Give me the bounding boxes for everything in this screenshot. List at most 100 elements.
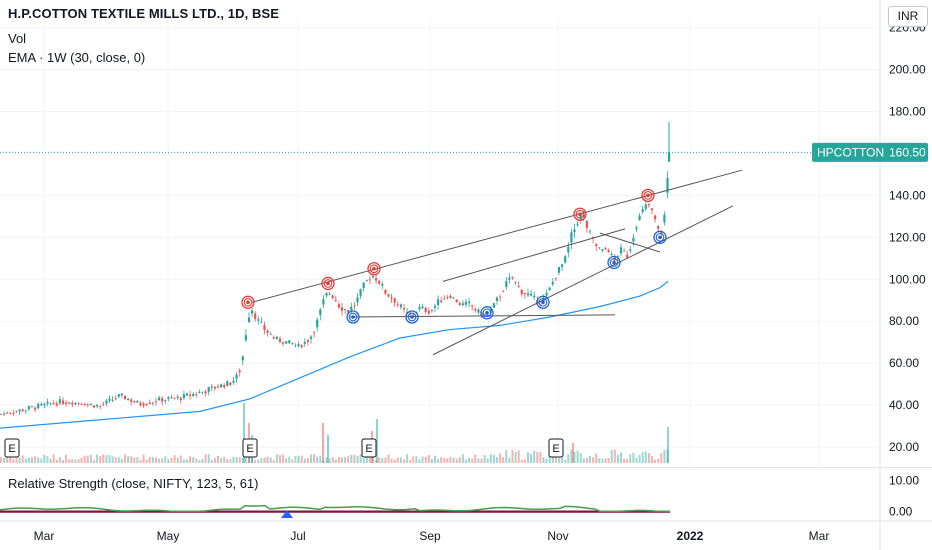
candle: [468, 301, 471, 303]
candle: [616, 256, 619, 257]
volume-bar: [455, 458, 458, 463]
trough-marker: [410, 315, 414, 319]
volume-legend[interactable]: Vol: [8, 31, 27, 46]
earnings-marker[interactable]: E: [4, 438, 20, 458]
trough-marker: [480, 306, 494, 320]
volume-bar: [508, 457, 511, 463]
candle: [232, 380, 235, 383]
candle: [195, 394, 198, 396]
symbol-title[interactable]: H.P.COTTON TEXTILE MILLS LTD., 1D, BSE: [8, 6, 280, 21]
volume-bar: [114, 457, 117, 463]
volume-bar: [300, 455, 303, 463]
candle: [226, 381, 229, 386]
candle: [579, 214, 582, 220]
volume-bar: [232, 456, 235, 463]
candle: [368, 279, 371, 281]
candle: [638, 215, 641, 221]
event-marker[interactable]: [281, 510, 293, 518]
trough-marker: [536, 295, 550, 309]
volume-bar: [570, 449, 573, 463]
chart-grid: [0, 15, 932, 522]
candle: [437, 299, 440, 305]
relative-strength-pane: [0, 504, 670, 513]
candle: [0, 413, 3, 415]
candle: [52, 403, 55, 404]
candle: [254, 313, 257, 319]
volume-bar: [492, 454, 495, 463]
volume-bar: [189, 456, 192, 463]
candle: [654, 215, 657, 220]
volume-bar: [55, 459, 58, 463]
volume-bar: [520, 459, 523, 463]
volume-bar: [316, 456, 319, 463]
ema-legend[interactable]: EMA · 1W (30, close, 0): [8, 50, 146, 65]
candle: [647, 204, 650, 206]
volume-bar: [598, 458, 601, 463]
candle: [375, 278, 378, 281]
candle: [127, 398, 130, 401]
volume-bar: [399, 457, 402, 463]
volume-bar: [223, 456, 226, 463]
candle: [43, 403, 46, 406]
volume-bar: [592, 457, 595, 463]
earnings-box: [4, 438, 20, 458]
candle: [74, 402, 77, 405]
volume-bar: [322, 423, 324, 463]
volume-bar: [282, 454, 285, 463]
volume-bar: [68, 459, 71, 463]
volume-bar: [663, 450, 666, 463]
volume-bar: [551, 456, 554, 463]
trough-marker: [609, 258, 619, 267]
candle: [99, 405, 102, 407]
candle: [644, 204, 647, 209]
volume-bar: [179, 455, 182, 463]
candle: [458, 302, 461, 306]
candle: [83, 404, 86, 406]
x-tick-label: Mar: [34, 529, 55, 543]
peak-marker: [578, 212, 582, 217]
volume-bar: [337, 456, 340, 463]
earnings-marker[interactable]: E: [242, 438, 258, 458]
currency-button[interactable]: INR: [888, 6, 928, 27]
volume-bar: [127, 456, 130, 463]
candle: [55, 403, 58, 406]
trendline: [599, 232, 661, 253]
volume-bar: [297, 455, 300, 463]
volume-bar: [133, 457, 136, 463]
peak-marker: [641, 188, 655, 203]
candle: [390, 297, 393, 299]
volume-bar: [387, 454, 390, 463]
volume-bar: [579, 452, 582, 463]
earnings-marker[interactable]: E: [361, 438, 377, 458]
volume-bar: [244, 455, 247, 463]
y-tick-label: 180.00: [889, 104, 926, 118]
peak-marker: [643, 191, 653, 200]
volume-bar: [545, 459, 548, 463]
volume-bar: [353, 454, 356, 463]
candle: [517, 286, 520, 287]
candle: [92, 405, 96, 408]
volume-bar: [266, 456, 269, 463]
candle: [282, 342, 285, 344]
candle: [192, 394, 195, 397]
earnings-marker[interactable]: E: [548, 438, 564, 458]
trough-marker: [653, 230, 667, 244]
candle: [9, 412, 12, 414]
volume-bar: [341, 457, 343, 463]
volume-bar: [523, 459, 526, 463]
candle: [443, 298, 446, 300]
relative-strength-legend[interactable]: Relative Strength (close, NIFTY, 123, 5,…: [8, 476, 259, 491]
candle: [65, 402, 68, 405]
volume-bar: [151, 457, 154, 463]
candle: [30, 406, 34, 408]
volume-bar: [344, 456, 347, 463]
y-tick-label: 80.00: [889, 314, 919, 328]
candle: [58, 399, 61, 404]
volume-bar: [496, 457, 498, 463]
candle: [573, 229, 576, 232]
volume-bar: [74, 459, 77, 463]
volume-bar: [198, 459, 201, 463]
candle: [561, 264, 564, 267]
pivot-markers: [241, 188, 667, 324]
